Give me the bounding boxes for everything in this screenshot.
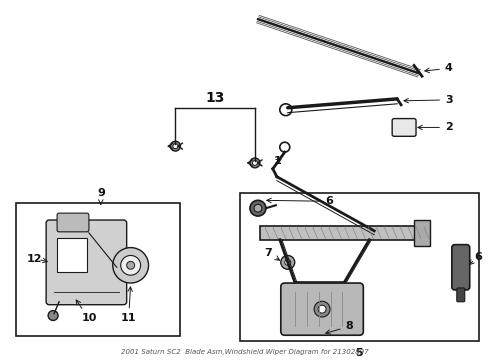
Circle shape — [250, 158, 260, 168]
Circle shape — [252, 161, 257, 165]
Circle shape — [127, 261, 135, 269]
Circle shape — [314, 301, 330, 317]
Circle shape — [280, 142, 290, 152]
Text: 7: 7 — [264, 248, 280, 260]
Circle shape — [173, 144, 178, 149]
Text: 6: 6 — [267, 196, 334, 206]
Bar — [16, 203, 180, 336]
FancyBboxPatch shape — [457, 288, 465, 302]
FancyBboxPatch shape — [452, 245, 470, 290]
Text: 1: 1 — [274, 156, 282, 166]
Circle shape — [250, 200, 266, 216]
Bar — [260, 226, 429, 240]
Circle shape — [121, 256, 141, 275]
Bar — [57, 238, 87, 272]
Bar — [240, 193, 479, 341]
Circle shape — [48, 311, 58, 320]
Text: 2: 2 — [418, 122, 453, 132]
FancyBboxPatch shape — [46, 220, 127, 305]
Circle shape — [113, 248, 148, 283]
Bar — [370, 226, 383, 238]
Bar — [414, 220, 430, 246]
Text: 13: 13 — [205, 91, 225, 105]
Text: 10: 10 — [76, 300, 97, 324]
Circle shape — [318, 305, 326, 313]
Circle shape — [254, 204, 262, 212]
Circle shape — [171, 141, 180, 151]
FancyBboxPatch shape — [281, 283, 363, 335]
Text: 5: 5 — [356, 348, 363, 358]
FancyBboxPatch shape — [57, 213, 89, 232]
Circle shape — [285, 260, 291, 265]
Text: 8: 8 — [326, 321, 353, 334]
Text: 3: 3 — [404, 95, 453, 105]
Circle shape — [280, 104, 292, 116]
Text: 6: 6 — [475, 252, 483, 262]
Text: 9: 9 — [97, 188, 105, 204]
Text: 2001 Saturn SC2  Blade Asm,Windshield Wiper Diagram for 21302897: 2001 Saturn SC2 Blade Asm,Windshield Wip… — [121, 349, 369, 355]
Text: 4: 4 — [425, 63, 453, 73]
FancyBboxPatch shape — [392, 118, 416, 136]
Text: 11: 11 — [121, 287, 136, 324]
Text: 12: 12 — [26, 255, 42, 264]
Circle shape — [281, 256, 294, 269]
